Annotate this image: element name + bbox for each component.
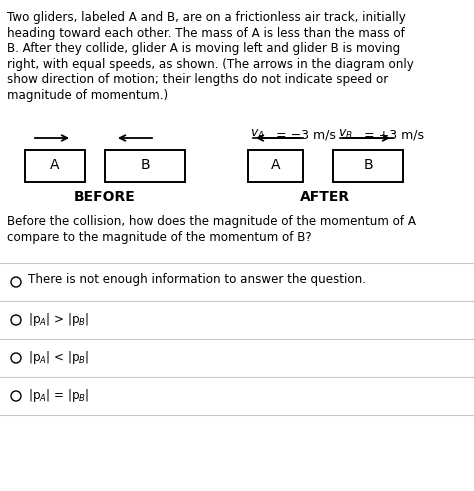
- Bar: [333, 150, 403, 182]
- Text: |p$_A$| = |p$_B$|: |p$_A$| = |p$_B$|: [28, 387, 90, 404]
- Text: heading toward each other. The mass of A is less than the mass of: heading toward each other. The mass of A…: [7, 27, 405, 39]
- Text: AFTER: AFTER: [301, 190, 351, 204]
- Text: A: A: [50, 158, 60, 172]
- Text: |p$_A$| > |p$_B$|: |p$_A$| > |p$_B$|: [28, 311, 90, 328]
- Text: = +3 m/s: = +3 m/s: [360, 128, 424, 141]
- Text: |p$_A$| < |p$_B$|: |p$_A$| < |p$_B$|: [28, 349, 90, 366]
- Text: compare to the magnitude of the momentum of B?: compare to the magnitude of the momentum…: [7, 230, 311, 244]
- Text: B: B: [363, 158, 373, 172]
- Circle shape: [11, 277, 21, 287]
- Text: $v_B$: $v_B$: [338, 128, 353, 141]
- Text: show direction of motion; their lengths do not indicate speed or: show direction of motion; their lengths …: [7, 73, 388, 86]
- Text: There is not enough information to answer the question.: There is not enough information to answe…: [28, 273, 366, 286]
- Text: $v_A$: $v_A$: [250, 128, 265, 141]
- Bar: [25, 150, 85, 182]
- Text: BEFORE: BEFORE: [74, 190, 136, 204]
- Circle shape: [11, 391, 21, 401]
- Text: A: A: [271, 158, 280, 172]
- Bar: [105, 150, 185, 182]
- Text: Before the collision, how does the magnitude of the momentum of A: Before the collision, how does the magni…: [7, 215, 416, 228]
- Text: = −3 m/s: = −3 m/s: [272, 128, 336, 141]
- Circle shape: [11, 353, 21, 363]
- Circle shape: [11, 315, 21, 325]
- Text: B. After they collide, glider A is moving left and glider B is moving: B. After they collide, glider A is movin…: [7, 42, 400, 55]
- Text: magnitude of momentum.): magnitude of momentum.): [7, 88, 168, 102]
- Text: right, with equal speeds, as shown. (The arrows in the diagram only: right, with equal speeds, as shown. (The…: [7, 57, 414, 71]
- Text: B: B: [140, 158, 150, 172]
- Text: Two gliders, labeled A and B, are on a frictionless air track, initially: Two gliders, labeled A and B, are on a f…: [7, 11, 406, 24]
- Bar: [248, 150, 303, 182]
